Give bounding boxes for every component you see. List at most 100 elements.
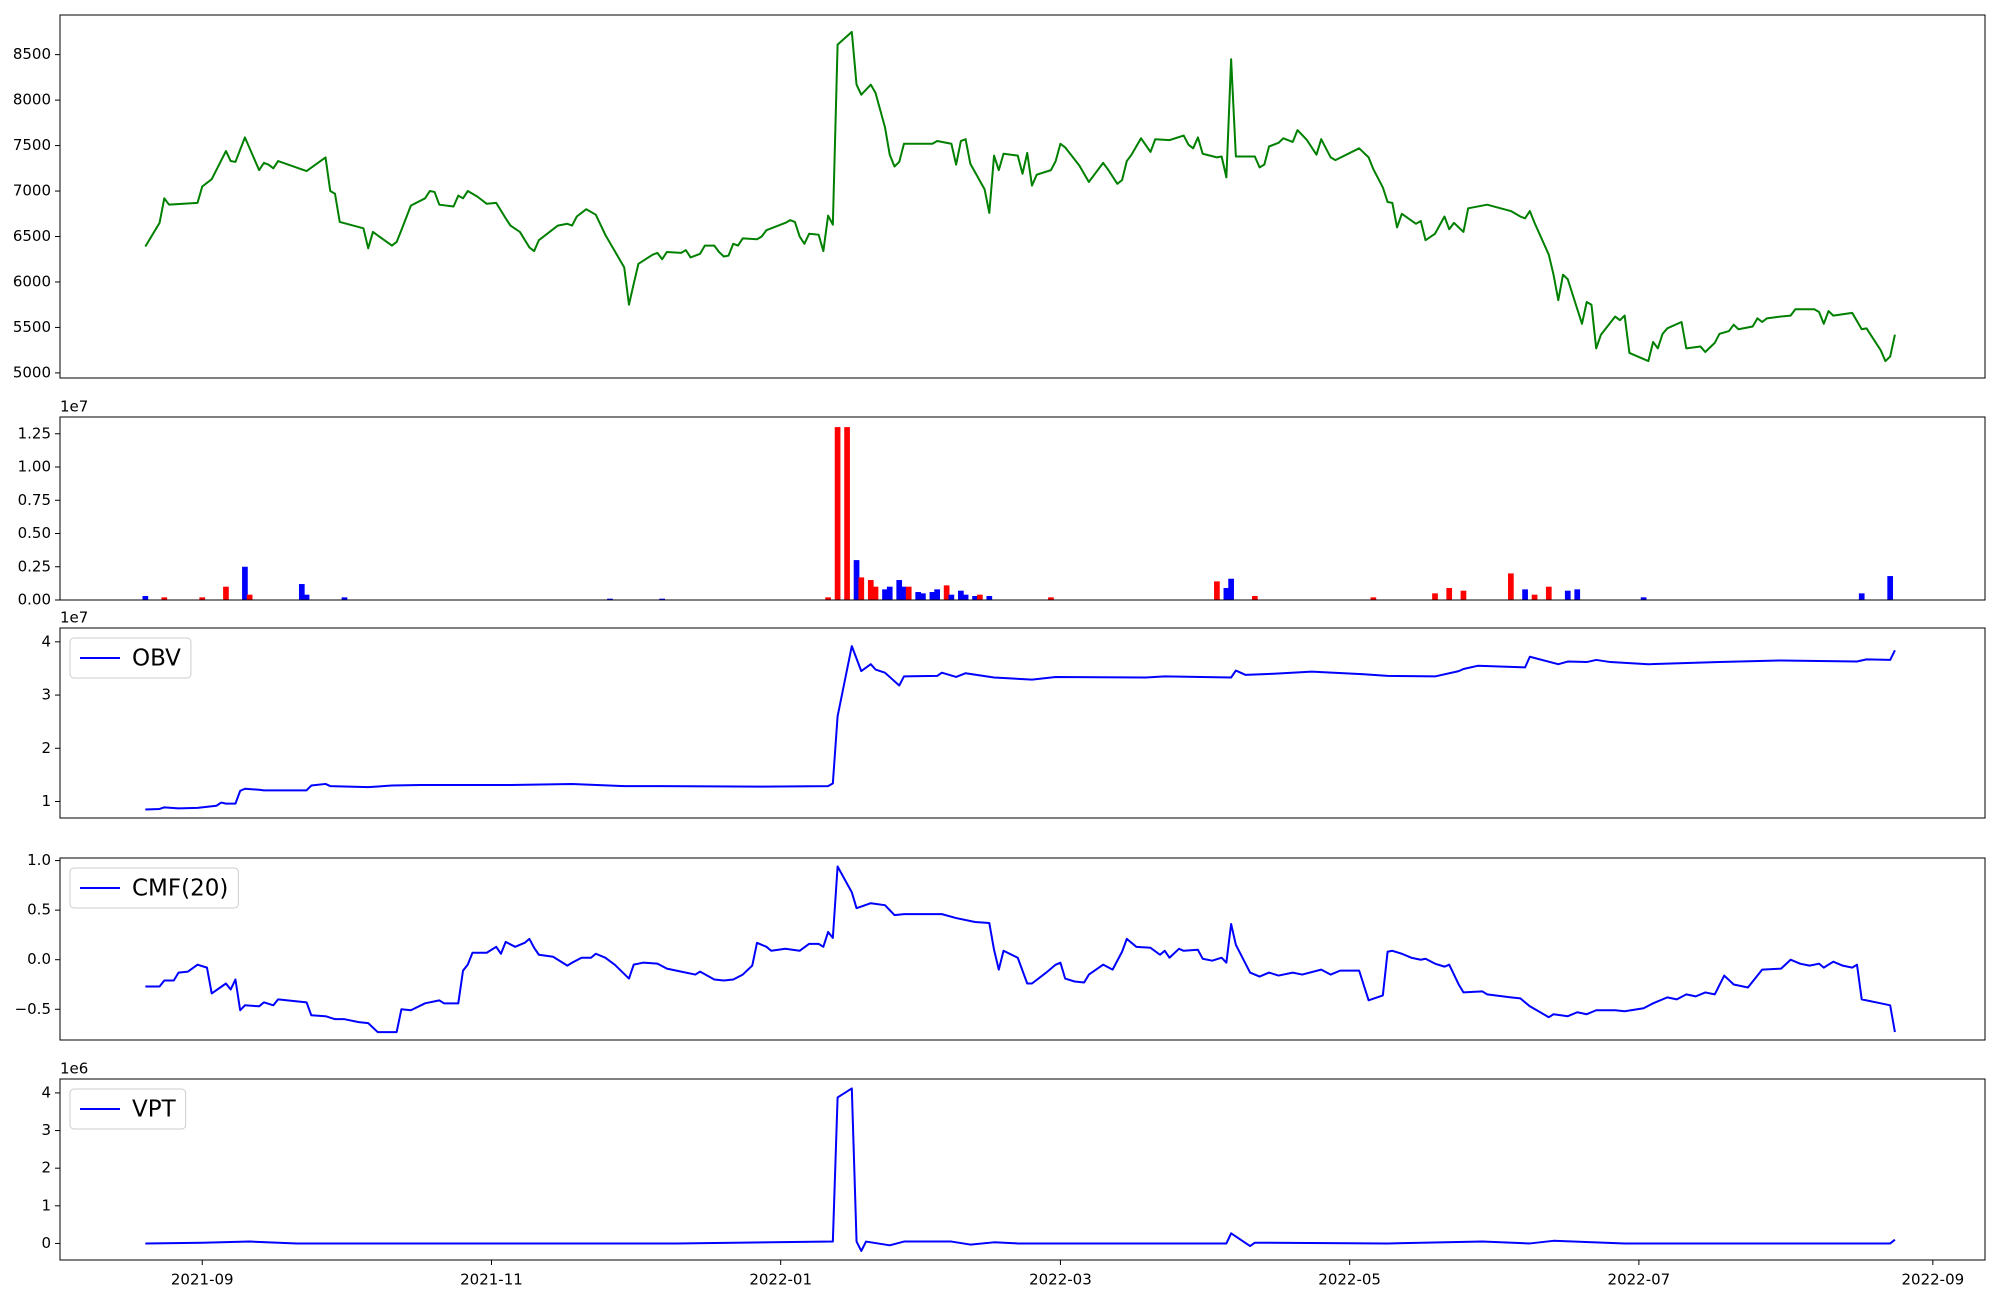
bar bbox=[1432, 593, 1438, 600]
line-series bbox=[145, 1087, 1896, 1252]
bar bbox=[607, 598, 613, 600]
bar bbox=[844, 427, 850, 600]
bar bbox=[858, 577, 865, 600]
bar bbox=[303, 594, 310, 600]
y-tick-label: 8000 bbox=[13, 91, 51, 109]
bar bbox=[825, 597, 831, 600]
legend-label: VPT bbox=[132, 1097, 177, 1123]
bar bbox=[242, 566, 248, 600]
bar bbox=[1251, 596, 1258, 600]
bar bbox=[1531, 594, 1538, 600]
y-tick-label: 4 bbox=[41, 632, 51, 650]
x-tick-label: 2022-07 bbox=[1608, 1271, 1671, 1289]
legend-label: OBV bbox=[132, 646, 181, 672]
bar bbox=[920, 593, 926, 600]
legend-box bbox=[69, 1088, 187, 1130]
y-tick-label: 7000 bbox=[13, 182, 51, 200]
bar bbox=[1858, 593, 1865, 600]
y-tick-label: 0 bbox=[41, 1234, 51, 1252]
y-tick-label: 3 bbox=[41, 1121, 51, 1139]
x-tick-label: 2022-09 bbox=[1902, 1271, 1965, 1289]
bar bbox=[948, 594, 955, 600]
axes-frame bbox=[59, 1078, 1986, 1261]
x-tick-label: 2021-09 bbox=[171, 1271, 234, 1289]
bar bbox=[972, 596, 978, 600]
bar bbox=[1522, 589, 1528, 600]
bar bbox=[1640, 597, 1647, 600]
y-tick-label: 0.5 bbox=[27, 901, 51, 919]
axes-frame bbox=[59, 627, 1986, 819]
bar bbox=[915, 592, 922, 600]
bar bbox=[341, 597, 348, 600]
bar bbox=[867, 580, 874, 600]
bar bbox=[1887, 576, 1894, 600]
bar bbox=[901, 586, 907, 600]
bar bbox=[886, 586, 893, 600]
bar bbox=[958, 590, 964, 600]
bar bbox=[1545, 586, 1552, 600]
bar bbox=[1564, 590, 1571, 600]
y-tick-label: 6000 bbox=[13, 272, 51, 290]
y-tick-label: 1.00 bbox=[18, 458, 51, 476]
line-series bbox=[144, 30, 1896, 363]
legend-box bbox=[69, 867, 239, 909]
axes-frame bbox=[59, 416, 1986, 601]
bar bbox=[659, 598, 665, 600]
y-tick-label: 4 bbox=[41, 1083, 51, 1101]
bar bbox=[962, 594, 969, 600]
axes-frame bbox=[59, 14, 1986, 379]
y-tick-label: 0.0 bbox=[27, 950, 51, 968]
bar bbox=[986, 596, 993, 600]
y-tick-label: 0.25 bbox=[18, 557, 51, 575]
line-series bbox=[145, 645, 1896, 811]
bar bbox=[1228, 578, 1234, 600]
y-tick-label: 2 bbox=[41, 1159, 51, 1177]
y-tick-label: 1 bbox=[41, 1196, 51, 1214]
y-tick-label: 5000 bbox=[13, 363, 51, 381]
y-tick-label: 0.75 bbox=[18, 491, 51, 509]
y-tick-label: 7500 bbox=[13, 136, 51, 154]
bar bbox=[976, 594, 983, 600]
bar bbox=[298, 584, 305, 600]
y-tick-label: −0.5 bbox=[15, 1000, 51, 1018]
bar bbox=[142, 596, 149, 600]
bar bbox=[1460, 590, 1467, 600]
x-tick-label: 2022-03 bbox=[1029, 1271, 1092, 1289]
y-tick-label: 0.50 bbox=[18, 524, 51, 542]
y-tick-label: 1.0 bbox=[27, 851, 51, 869]
bar bbox=[934, 589, 940, 600]
x-tick-label: 2022-05 bbox=[1318, 1271, 1381, 1289]
bar bbox=[1508, 573, 1514, 600]
bar bbox=[199, 597, 206, 600]
bar bbox=[161, 597, 168, 600]
line-series bbox=[145, 865, 1896, 1034]
bar bbox=[853, 560, 860, 600]
bar bbox=[929, 592, 936, 600]
y-offset-label: 1e7 bbox=[60, 609, 88, 627]
bar bbox=[896, 580, 903, 600]
bar bbox=[1214, 581, 1220, 600]
y-tick-label: 0.00 bbox=[18, 591, 51, 609]
y-tick-label: 8500 bbox=[13, 45, 51, 63]
y-tick-label: 1 bbox=[41, 792, 51, 810]
x-tick-label: 2021-11 bbox=[460, 1271, 523, 1289]
y-tick-label: 6500 bbox=[13, 227, 51, 245]
y-offset-label: 1e6 bbox=[60, 1060, 88, 1078]
bar bbox=[1446, 588, 1453, 600]
y-tick-label: 2 bbox=[41, 739, 51, 757]
bar bbox=[882, 589, 888, 600]
legend-box bbox=[69, 637, 192, 679]
y-offset-label: 1e7 bbox=[60, 398, 88, 416]
bar bbox=[943, 585, 950, 600]
y-tick-label: 1.25 bbox=[18, 424, 51, 442]
y-tick-label: 3 bbox=[41, 686, 51, 704]
legend-label: CMF(20) bbox=[132, 876, 228, 902]
x-tick-label: 2022-01 bbox=[749, 1271, 812, 1289]
bar bbox=[1574, 589, 1581, 600]
bar bbox=[905, 586, 912, 600]
y-tick-label: 5500 bbox=[13, 318, 51, 336]
bar bbox=[1370, 597, 1377, 600]
bar bbox=[1048, 597, 1054, 600]
bar bbox=[246, 594, 253, 600]
